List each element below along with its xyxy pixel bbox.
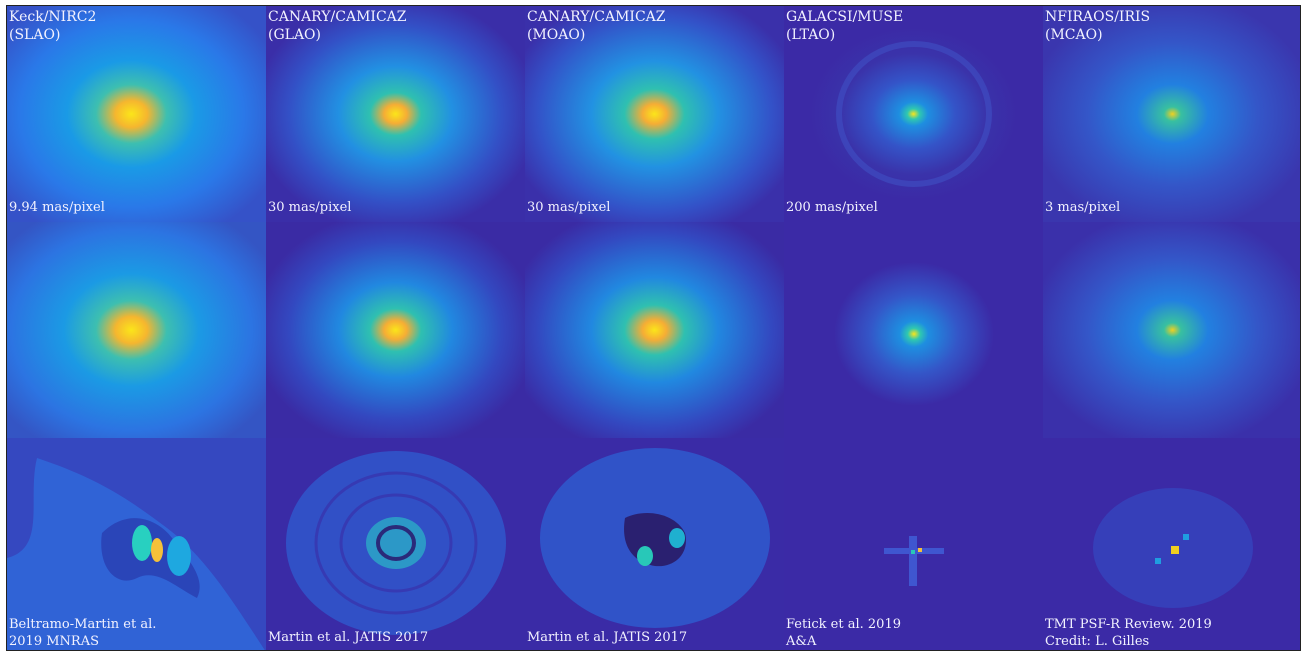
moao-observed-psf: CANARY/CAMICAZ (MOAO) 30 mas/pixel — [525, 6, 784, 222]
moao-residual: Martin et al. JATIS 2017 — [525, 438, 784, 650]
muse-residual: Fetick et al. 2019 A&A — [784, 438, 1043, 650]
psf-grid: Keck/NIRC2 (SLAO) 9.94 mas/pixel — [7, 6, 1300, 650]
keck-model-psf — [7, 222, 266, 438]
iris-residual: TMT PSF-R Review. 2019 Credit: L. Gilles — [1043, 438, 1300, 650]
glao-residual: Martin et al. JATIS 2017 — [266, 438, 525, 650]
keck-residual: Beltramo-Martin et al. 2019 MNRAS — [7, 438, 266, 650]
keck-observed-psf: Keck/NIRC2 (SLAO) 9.94 mas/pixel — [7, 6, 266, 222]
moao-model-psf — [525, 222, 784, 438]
glao-model-psf — [266, 222, 525, 438]
muse-model-psf — [784, 222, 1043, 438]
psf-figure: Keck/NIRC2 (SLAO) 9.94 mas/pixel — [6, 5, 1301, 651]
muse-observed-psf: GALACSI/MUSE (LTAO) 200 mas/pixel — [784, 6, 1043, 222]
iris-model-psf — [1043, 222, 1300, 438]
glao-observed-psf: CANARY/CAMICAZ (GLAO) 30 mas/pixel — [266, 6, 525, 222]
iris-observed-psf: NFIRAOS/IRIS (MCAO) 3 mas/pixel — [1043, 6, 1300, 222]
